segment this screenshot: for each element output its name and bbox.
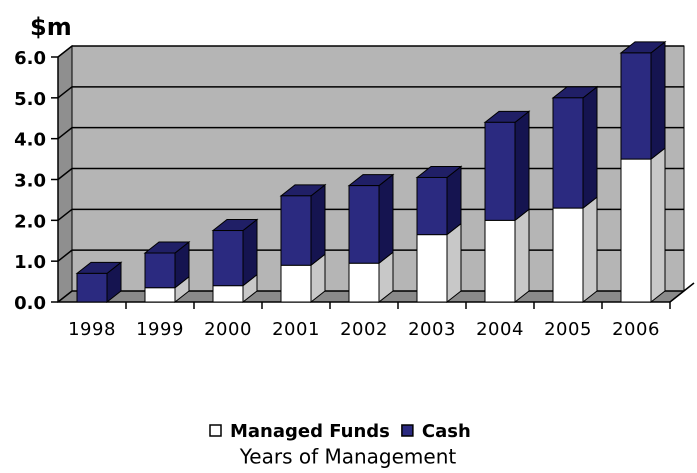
y-tick-label: 2.0 xyxy=(14,211,46,232)
x-tick-label: 2004 xyxy=(476,319,524,340)
bar-side xyxy=(582,196,598,304)
legend-swatch xyxy=(209,424,222,437)
bar-side xyxy=(650,147,666,304)
grid-line xyxy=(57,290,684,303)
x-axis-end xyxy=(669,282,695,303)
y-tick-label: 3.0 xyxy=(14,171,46,192)
bar-segment xyxy=(347,173,395,265)
bar xyxy=(212,230,244,287)
x-tick-label: 2003 xyxy=(408,319,456,340)
bar-segment xyxy=(551,85,599,210)
bar xyxy=(416,176,448,236)
x-tick-label: 2006 xyxy=(612,319,660,340)
bar-side xyxy=(514,110,530,222)
bar xyxy=(144,252,176,289)
bar-segment xyxy=(348,251,394,304)
bar-segment xyxy=(619,40,667,161)
bar xyxy=(144,287,176,303)
bar xyxy=(76,272,108,303)
bar xyxy=(348,185,380,264)
bar xyxy=(212,285,244,303)
bar-segment xyxy=(416,222,462,304)
bar-segment xyxy=(552,196,598,304)
legend-swatch xyxy=(401,424,414,437)
bar-segment xyxy=(143,240,191,289)
bar-side xyxy=(378,173,394,265)
x-tick-label: 2000 xyxy=(204,319,252,340)
bar xyxy=(620,158,652,303)
grid-line xyxy=(57,249,684,262)
grid-line xyxy=(57,45,684,58)
legend-label: Cash xyxy=(422,421,471,442)
grid-line xyxy=(57,167,684,181)
bar xyxy=(280,195,312,266)
x-tick-label: 2002 xyxy=(340,319,388,340)
bar xyxy=(620,52,652,160)
bar-segment xyxy=(484,208,530,304)
legend-label: Managed Funds xyxy=(230,421,390,442)
bar xyxy=(416,234,448,303)
grid-line xyxy=(57,126,684,140)
bar-side xyxy=(446,222,462,304)
x-tick-label: 1998 xyxy=(68,319,116,340)
y-tick-label: 0.0 xyxy=(14,293,46,314)
bar xyxy=(484,219,516,303)
bar-side xyxy=(582,85,598,210)
bar xyxy=(484,121,516,221)
y-tick-label: 4.0 xyxy=(14,130,46,151)
grid-line xyxy=(57,86,684,99)
bar-side xyxy=(650,40,666,161)
bar xyxy=(552,97,584,209)
bar xyxy=(348,262,380,303)
bar xyxy=(552,207,584,303)
bar-segment xyxy=(620,147,666,304)
grid-line xyxy=(57,208,684,221)
x-tick-label: 1999 xyxy=(136,319,184,340)
x-tick-label: 2005 xyxy=(544,319,592,340)
y-axis-label: $m xyxy=(30,13,72,41)
y-tick-label: 6.0 xyxy=(14,48,46,69)
x-axis-label: Years of Management xyxy=(239,445,457,469)
bar-side xyxy=(514,208,530,304)
y-tick-label: 1.0 xyxy=(14,252,46,273)
bar xyxy=(280,264,312,303)
bar-segment xyxy=(75,261,123,304)
bar-segment xyxy=(211,218,259,287)
y-tick-label: 5.0 xyxy=(14,89,46,110)
bar-segment xyxy=(483,110,531,222)
bar-segment xyxy=(280,253,326,304)
bar-side xyxy=(310,183,326,267)
x-tick-label: 2001 xyxy=(272,319,320,340)
bar-side xyxy=(446,165,462,236)
bar-segment xyxy=(415,165,463,236)
bar-segment xyxy=(279,183,327,267)
